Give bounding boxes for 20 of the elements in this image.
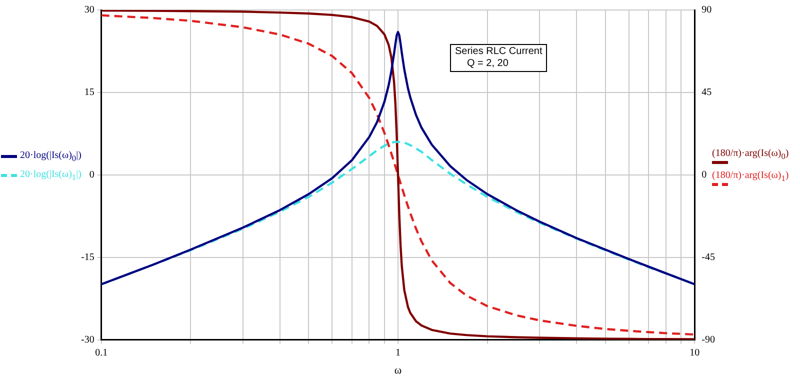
annotation: Series RLC Current <box>455 46 542 58</box>
text: (180/π)·arg(Is(ω)$_{0}$) <box>712 148 789 161</box>
y2-tick-label: -45 <box>702 252 716 263</box>
y-tick-label: -30 <box>80 334 94 346</box>
y2-tick-label: -90 <box>702 334 716 346</box>
y2-tick-label: 45 <box>702 87 712 98</box>
x-tick-label: 0.1 <box>95 347 108 358</box>
y2-tick-label: 0 <box>702 170 707 181</box>
y2-tick-label: 90 <box>702 4 712 16</box>
annotation: Q = 2, 20 <box>466 58 510 70</box>
x-axis-title: ω <box>394 364 402 376</box>
y-tick-label: 0 <box>89 170 94 181</box>
x-tick-label: 10 <box>690 347 700 358</box>
legend-label: 20·log(|Is(ω)$_{0}$|) <box>20 150 82 163</box>
text: (180/π)·arg(Is(ω)$_{1}$) <box>712 170 789 183</box>
legend-label: 20·log(|Is(ω)$_{1}$|) <box>20 169 82 182</box>
y-tick-label: 30 <box>84 4 94 16</box>
y-tick-label: -15 <box>80 252 94 263</box>
x-tick-label: 1 <box>396 347 400 358</box>
y-tick-label: 15 <box>84 87 94 98</box>
